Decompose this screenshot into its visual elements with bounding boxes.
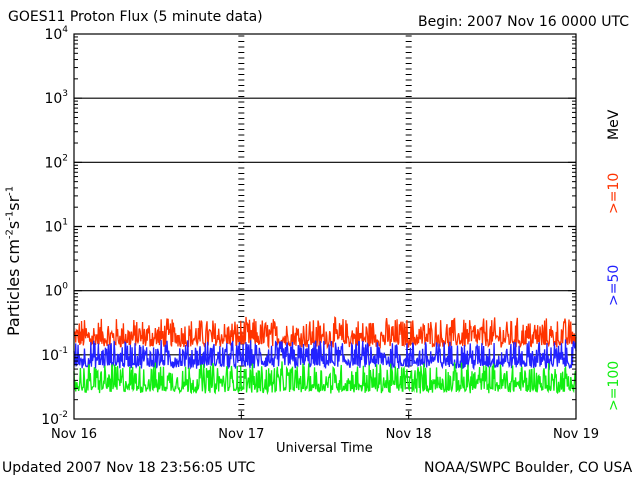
series-line [73, 339, 577, 371]
x-tick-label: Nov 19 [553, 427, 599, 442]
series-line [73, 361, 577, 396]
y-tick-label: 100 [44, 282, 68, 300]
x-tick-label: Nov 17 [218, 427, 264, 442]
x-axis-title: Universal Time [276, 441, 373, 456]
legend-unit: MeV [606, 109, 622, 140]
y-tick-label: 10-2 [41, 410, 68, 428]
y-tick-label: 104 [44, 25, 68, 43]
begin-time: Begin: 2007 Nov 16 0000 UTC [418, 14, 629, 30]
legend-item-ge50: >=50 [606, 264, 622, 306]
series-line [73, 316, 577, 350]
updated-timestamp: Updated 2007 Nov 18 23:56:05 UTC [2, 460, 256, 476]
x-tick-label: Nov 18 [386, 427, 432, 442]
chart-title: GOES11 Proton Flux (5 minute data) [8, 9, 263, 25]
y-tick-label: 103 [44, 89, 68, 107]
x-tick-label: Nov 16 [51, 427, 97, 442]
y-tick-label: 102 [44, 153, 68, 171]
legend-item-ge10: >=10 [606, 172, 622, 214]
legend-item-ge100: >=100 [606, 360, 622, 411]
data-source: NOAA/SWPC Boulder, CO USA [424, 460, 633, 476]
y-tick-label: 10-1 [41, 346, 68, 364]
y-tick-label: 101 [44, 218, 68, 236]
